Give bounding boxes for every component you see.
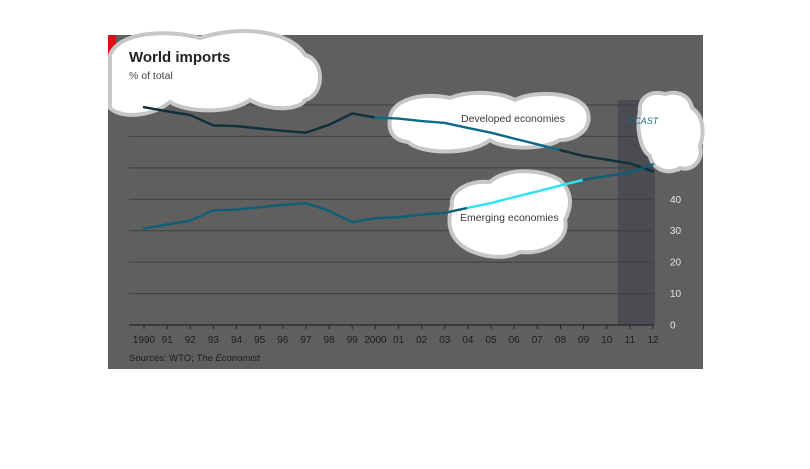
series-segment-developed <box>489 131 516 140</box>
series-segment-emerging <box>628 163 655 174</box>
series-layer <box>142 105 655 230</box>
series-segment-emerging <box>397 213 423 219</box>
series-segment-emerging <box>212 208 238 212</box>
series-segment-developed <box>235 124 261 130</box>
series-segment-emerging <box>189 209 215 222</box>
series-segment-developed <box>258 127 285 132</box>
chart-subtitle: % of total <box>129 70 173 82</box>
x-tick-label: 99 <box>347 335 359 346</box>
series-segment-emerging <box>258 203 285 209</box>
source-note: Sources: WTO; The Economist <box>129 353 260 364</box>
y-tick-label: 10 <box>670 289 682 300</box>
series-segment-developed <box>374 116 400 120</box>
series-segment-developed <box>466 126 493 134</box>
series-segment-emerging <box>351 216 377 224</box>
x-tick-label: 94 <box>231 335 243 346</box>
series-segment-developed <box>304 123 331 134</box>
x-tick-label: 1990 <box>133 335 156 346</box>
x-tick-label: 05 <box>485 335 497 346</box>
y-tick-label: 20 <box>670 258 682 269</box>
series-segment-developed <box>165 110 192 117</box>
series-segment-developed <box>512 137 539 146</box>
x-tick-label: 02 <box>416 335 428 346</box>
x-tick-label: 2000 <box>364 335 387 346</box>
axis-top-cloud <box>636 90 705 174</box>
series-segment-emerging <box>605 171 632 178</box>
x-tick-label: 08 <box>555 335 567 346</box>
x-tick-label: 98 <box>324 335 336 346</box>
x-tick-label: 01 <box>393 335 405 346</box>
series-segment-emerging <box>235 205 261 211</box>
y-tick-label: 40 <box>670 195 682 206</box>
series-segment-emerging <box>443 206 470 215</box>
forecast-label: F'CAST <box>627 116 660 126</box>
series-segment-developed <box>327 112 354 127</box>
source-italic: The Economist <box>196 353 260 364</box>
x-tick-label: 07 <box>532 335 544 346</box>
developed-label-cloud <box>387 90 591 154</box>
series-segment-developed <box>142 105 169 113</box>
x-tick-label: 92 <box>185 335 197 346</box>
x-tick-label: 93 <box>208 335 220 346</box>
x-tick-label: 06 <box>509 335 521 346</box>
series-segment-emerging <box>304 201 331 213</box>
series-segment-developed <box>443 121 470 130</box>
x-tick-label: 96 <box>277 335 289 346</box>
x-tick-label: 11 <box>625 335 636 346</box>
series-label-developed: Developed economies <box>461 113 565 125</box>
source-prefix: Sources: WTO; <box>129 353 196 364</box>
x-tick-label: 97 <box>300 335 312 346</box>
x-tick-label: 09 <box>578 335 590 346</box>
series-segment-emerging <box>582 174 608 182</box>
series-segment-emerging <box>327 209 354 224</box>
y-tick-label: 30 <box>670 226 682 237</box>
x-tick-label: 12 <box>647 335 659 346</box>
series-segment-developed <box>189 113 215 127</box>
x-tick-label: 03 <box>439 335 451 346</box>
series-segment-emerging <box>374 215 400 220</box>
series-segment-emerging <box>142 223 169 230</box>
x-tick-label: 10 <box>601 335 613 346</box>
series-segment-emerging <box>281 201 308 207</box>
x-axis: 1990 91 92 93 94 95 96 97 98 99 2000 01 02 03 04 05 06 07… <box>133 325 659 346</box>
series-segment-emerging <box>420 211 446 216</box>
title-cloud <box>108 29 322 117</box>
series-segment-developed <box>605 158 632 165</box>
emerging-label-cloud <box>447 169 572 259</box>
series-segment-developed <box>536 143 562 152</box>
series-segment-emerging <box>559 178 585 187</box>
chart-title: World imports <box>129 49 230 66</box>
x-tick-label: 04 <box>462 335 474 346</box>
series-segment-emerging <box>466 201 493 209</box>
x-tick-label: 95 <box>254 335 266 346</box>
series-segment-emerging <box>489 195 516 205</box>
series-segment-developed <box>559 149 585 158</box>
series-segment-developed <box>281 129 308 134</box>
series-segment-developed <box>212 124 238 128</box>
series-segment-developed <box>351 112 377 119</box>
series-segment-developed <box>420 119 446 125</box>
series-label-emerging: Emerging economies <box>460 212 559 224</box>
x-tick-label: 91 <box>162 335 174 346</box>
series-segment-emerging <box>165 219 192 226</box>
series-segment-emerging <box>512 190 539 199</box>
y-tick-label: 0 <box>670 321 676 332</box>
series-segment-developed <box>397 117 423 123</box>
series-segment-developed <box>582 154 608 161</box>
series-segment-emerging <box>536 184 562 193</box>
